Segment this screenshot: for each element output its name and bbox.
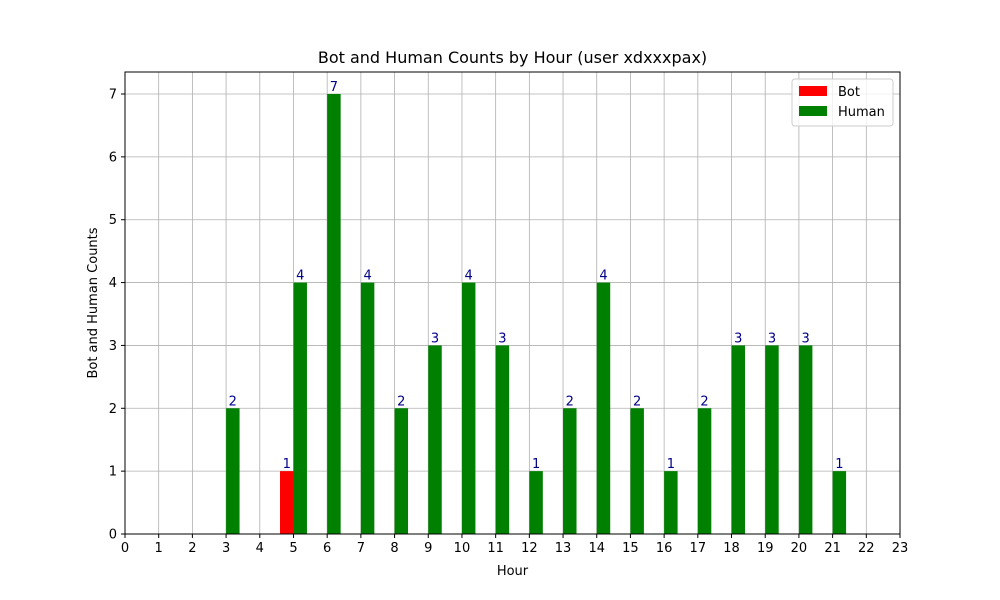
bot-bar-hour-5 — [280, 471, 294, 534]
x-tick-label: 23 — [892, 541, 909, 556]
x-tick-label: 1 — [155, 541, 163, 556]
human-bar-hour-15 — [630, 408, 644, 534]
human-data-label: 3 — [498, 331, 506, 346]
x-tick-label: 17 — [690, 541, 707, 556]
human-data-label: 2 — [633, 394, 641, 409]
human-bar-hour-17 — [697, 408, 712, 534]
y-axis-ticks: 0 1 2 3 4 5 6 7 — [109, 88, 125, 543]
y-tick-label: 0 — [109, 528, 117, 543]
human-data-label: 2 — [397, 394, 405, 409]
x-tick-label: 12 — [521, 541, 538, 556]
human-bar-hour-21 — [832, 471, 847, 534]
x-tick-label: 15 — [622, 541, 639, 556]
y-tick-label: 6 — [109, 150, 117, 165]
chart-title: Bot and Human Counts by Hour (user xdxxx… — [318, 48, 707, 67]
x-tick-label: 20 — [791, 541, 808, 556]
human-bar-hour-3 — [226, 408, 240, 534]
y-tick-label: 2 — [109, 402, 117, 417]
x-tick-label: 19 — [757, 541, 774, 556]
x-tick-label: 13 — [555, 541, 572, 556]
bars-group — [226, 94, 847, 534]
human-bar-hour-14 — [596, 282, 611, 534]
human-bar-hour-9 — [428, 345, 442, 534]
bot-data-label: 1 — [283, 457, 291, 472]
human-bar-hour-19 — [765, 345, 779, 534]
x-tick-label: 9 — [424, 541, 432, 556]
x-tick-label: 7 — [357, 541, 365, 556]
human-data-label: 3 — [431, 331, 439, 346]
x-tick-label: 5 — [289, 541, 297, 556]
human-bar-hour-12 — [529, 471, 543, 534]
x-tick-label: 18 — [723, 541, 740, 556]
x-axis-ticks: 0 1 2 3 4 5 6 7 8 9 10 11 12 13 14 15 16 17 18 19 20 21 22 23 — [121, 534, 908, 556]
legend-label-human: Human — [838, 105, 885, 120]
x-tick-label: 3 — [222, 541, 230, 556]
human-data-label: 3 — [768, 331, 776, 346]
human-bar-hour-6 — [327, 94, 341, 534]
human-data-label: 4 — [465, 269, 473, 284]
x-tick-label: 21 — [824, 541, 841, 556]
legend: Bot Human — [791, 78, 894, 127]
plot-frame — [124, 71, 901, 535]
y-tick-label: 3 — [109, 339, 117, 354]
y-tick-label: 7 — [109, 88, 117, 103]
x-tick-label: 10 — [454, 541, 471, 556]
human-data-label: 7 — [330, 80, 338, 95]
x-tick-label: 2 — [188, 541, 196, 556]
human-bar-hour-16 — [664, 471, 678, 534]
human-data-label: 4 — [599, 269, 607, 284]
x-tick-label: 0 — [121, 541, 129, 556]
human-bar-hour-11 — [495, 345, 510, 534]
legend-swatch-human — [799, 106, 827, 116]
x-tick-label: 14 — [588, 541, 605, 556]
x-axis-label: Hour — [497, 564, 529, 579]
data-labels-group: 1 2 4 7 4 2 3 4 3 1 2 4 2 1 2 3 3 3 1 — [229, 80, 844, 472]
x-tick-label: 8 — [390, 541, 398, 556]
human-bar-hour-10 — [461, 282, 476, 534]
human-bar-hour-8 — [394, 408, 409, 534]
human-data-label: 1 — [532, 457, 540, 472]
human-bar-hour-7 — [360, 282, 375, 534]
human-data-label: 4 — [296, 269, 304, 284]
human-data-label: 2 — [700, 394, 708, 409]
human-bar-hour-5 — [293, 282, 307, 534]
x-tick-label: 6 — [323, 541, 331, 556]
y-tick-label: 1 — [109, 465, 117, 480]
human-bar-hour-18 — [731, 345, 745, 534]
x-tick-label: 22 — [858, 541, 875, 556]
legend-swatch-bot — [799, 86, 827, 96]
x-tick-label: 16 — [656, 541, 673, 556]
human-data-label: 1 — [667, 457, 675, 472]
y-axis-label: Bot and Human Counts — [86, 227, 101, 378]
x-tick-label: 11 — [487, 541, 504, 556]
legend-label-bot: Bot — [838, 85, 860, 100]
human-data-label: 4 — [363, 269, 371, 284]
human-bar-hour-13 — [563, 408, 577, 534]
human-data-label: 1 — [835, 457, 843, 472]
human-data-label: 3 — [802, 331, 810, 346]
x-tick-label: 4 — [256, 541, 264, 556]
human-data-label: 3 — [734, 331, 742, 346]
human-bar-hour-20 — [798, 345, 813, 534]
human-data-label: 2 — [229, 394, 237, 409]
y-tick-label: 4 — [109, 276, 117, 291]
y-tick-label: 5 — [109, 213, 117, 228]
human-data-label: 2 — [566, 394, 574, 409]
